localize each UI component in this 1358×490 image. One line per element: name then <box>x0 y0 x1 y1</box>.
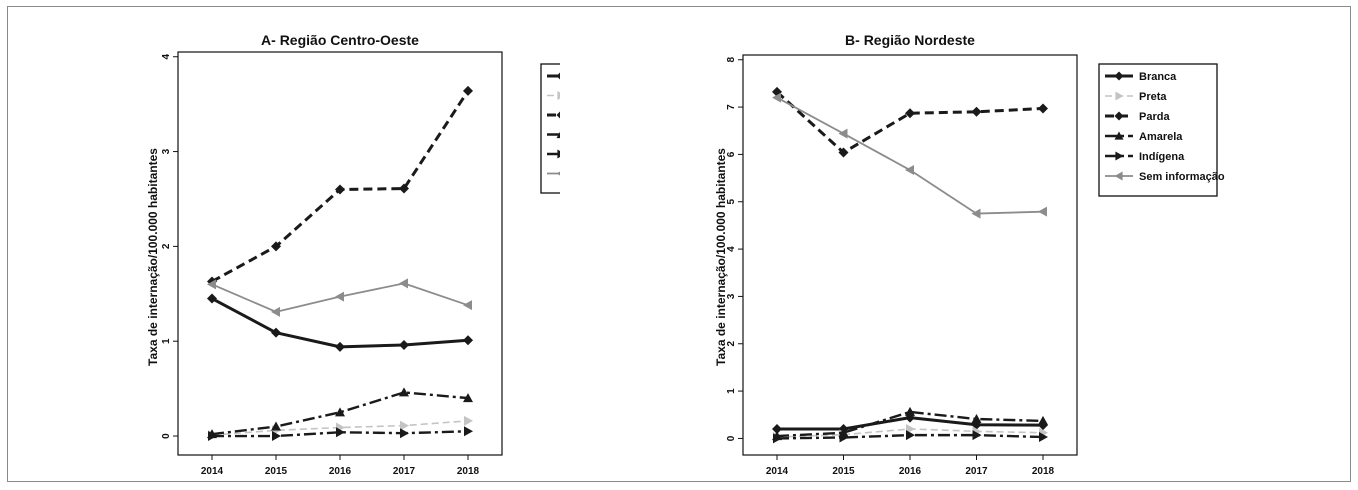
y-tick-label: 5 <box>726 199 737 205</box>
data-point <box>207 279 216 290</box>
data-point <box>1038 206 1047 217</box>
legend-label: Parda <box>1139 111 1170 123</box>
x-tick-label: 2017 <box>393 466 416 477</box>
y-tick-label: 1 <box>726 388 737 394</box>
x-tick-label: 2015 <box>832 466 855 477</box>
data-point <box>772 423 782 434</box>
x-tick-label: 2016 <box>329 466 352 477</box>
y-tick-label: 6 <box>726 151 737 157</box>
data-point <box>463 393 473 403</box>
chart-centro-oeste: A- Região Centro-Oeste Taxa de internaçã… <box>146 32 560 477</box>
y-axis-label: Taxa de internação/100.000 habitantes <box>146 148 160 366</box>
legend-marker <box>557 91 560 100</box>
legend-label: Indígena <box>1139 151 1185 163</box>
series-line <box>775 90 1044 155</box>
data-point <box>463 85 473 96</box>
legend-marker <box>556 111 560 119</box>
chart-title: A- Região Centro-Oeste <box>261 32 419 48</box>
legend-box <box>540 63 560 194</box>
data-point <box>463 300 472 311</box>
legend-label: Amarela <box>1139 131 1183 143</box>
data-point <box>271 327 281 338</box>
data-point <box>271 421 281 431</box>
legend-marker <box>1114 131 1124 140</box>
data-point <box>399 183 409 194</box>
data-point <box>838 128 848 139</box>
y-axis-label: Taxa de internação/100.000 habitantes <box>714 148 728 366</box>
y-tick-label: 0 <box>161 433 172 439</box>
data-point <box>336 427 345 438</box>
data-point <box>1039 432 1048 443</box>
y-tick-label: 4 <box>726 246 737 252</box>
x-tick-label: 2015 <box>265 466 288 477</box>
data-point <box>271 241 281 252</box>
data-point <box>335 407 345 417</box>
data-point <box>464 415 473 426</box>
data-point <box>839 432 849 443</box>
data-point <box>463 335 473 346</box>
y-tick-label: 1 <box>161 338 172 344</box>
x-tick-label: 2014 <box>766 466 789 477</box>
series-line <box>211 391 469 436</box>
data-point <box>972 430 982 441</box>
y-tick-label: 4 <box>161 54 172 60</box>
legend-marker <box>1114 171 1123 181</box>
legend-label: Preta <box>1139 91 1167 103</box>
y-tick-label: 3 <box>161 148 172 154</box>
data-point <box>399 340 409 351</box>
y-tick-label: 2 <box>161 243 172 249</box>
data-point <box>400 428 409 439</box>
figure-frame <box>7 6 1351 482</box>
data-point <box>971 414 982 424</box>
y-tick-label: 7 <box>726 104 737 110</box>
legend-marker <box>1114 111 1124 121</box>
series-line <box>776 410 1044 438</box>
data-point <box>464 426 473 437</box>
data-point <box>1038 103 1048 114</box>
legend-label: Branca <box>1139 71 1177 83</box>
data-point <box>905 165 914 176</box>
legend-marker <box>557 149 560 159</box>
data-point <box>400 420 409 431</box>
data-point <box>906 430 915 441</box>
chart-nordeste: B- Região Nordeste Taxa de internação/10… <box>714 32 1225 477</box>
x-tick-label: 2016 <box>899 466 922 477</box>
data-point <box>399 278 408 289</box>
data-point <box>207 293 217 304</box>
data-point <box>335 184 345 195</box>
data-point <box>399 387 409 397</box>
legend-marker <box>1114 71 1124 81</box>
y-tick-label: 0 <box>726 435 737 441</box>
data-point <box>1038 415 1048 425</box>
data-point <box>272 431 281 442</box>
data-point <box>335 291 344 302</box>
legend-marker <box>1115 151 1124 161</box>
legend-marker <box>1115 91 1124 101</box>
data-point <box>905 108 915 119</box>
x-tick-label: 2017 <box>965 466 988 477</box>
chart-title: B- Região Nordeste <box>845 32 975 48</box>
x-tick-label: 2014 <box>201 466 224 477</box>
data-point <box>905 406 915 416</box>
legend-marker <box>556 72 560 80</box>
data-point <box>838 147 849 158</box>
x-tick-label: 2018 <box>1032 466 1055 477</box>
x-tick-label: 2018 <box>457 466 480 477</box>
data-point <box>971 106 982 117</box>
series-line <box>211 297 469 349</box>
data-point <box>971 208 981 219</box>
data-point <box>773 433 782 444</box>
series-line <box>212 430 469 438</box>
series-line <box>211 420 469 436</box>
data-point <box>335 341 345 352</box>
legend-marker <box>556 131 560 139</box>
data-point <box>208 431 217 442</box>
y-tick-label: 8 <box>726 57 737 63</box>
legend-label: Sem informação <box>1139 171 1225 183</box>
data-point <box>772 92 781 103</box>
y-tick-label: 3 <box>726 293 737 299</box>
legend-marker <box>556 171 560 176</box>
y-tick-label: 2 <box>726 341 737 347</box>
data-point <box>271 306 280 317</box>
